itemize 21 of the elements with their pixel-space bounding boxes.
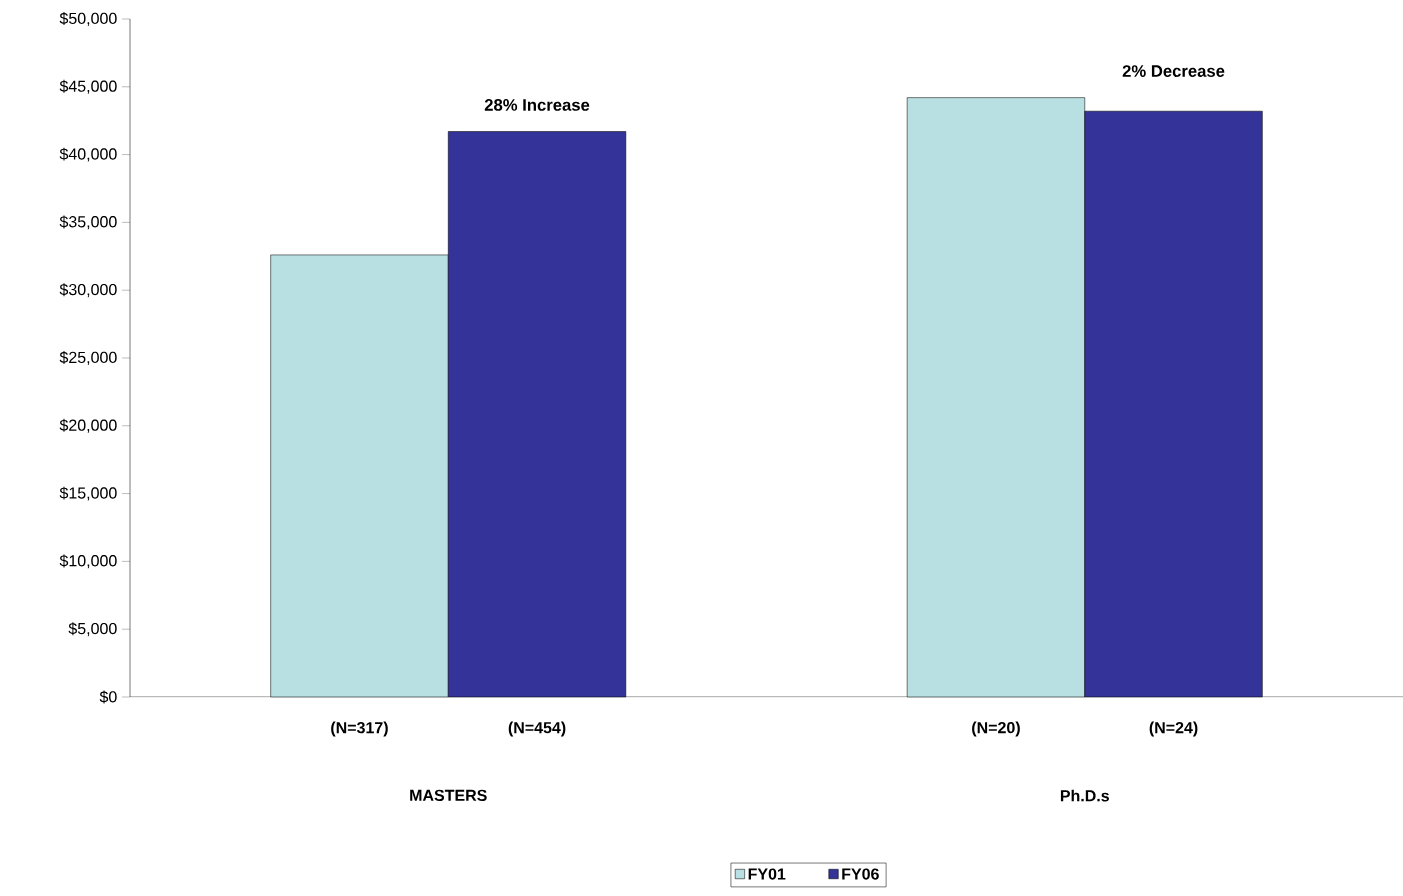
y-tick-label: $40,000 [59,147,117,162]
y-tick-label: $5,000 [68,622,117,637]
x-tick-label: Ph.D.s [1060,789,1109,802]
text: (N=24) [1149,721,1198,737]
text: (N=317) [331,721,388,737]
legend-label: FY06 [842,868,879,880]
legend-label: FY01 [748,868,786,880]
y-tick-label: $45,000 [59,79,117,94]
annotation: 2% Decrease [1122,65,1225,77]
y-tick-label: $0 [99,690,117,704]
y-tick-label: $10,000 [59,554,117,569]
y-tick-label: $30,000 [59,283,117,298]
y-tick-label: $35,000 [59,215,117,230]
text: (N=454) [508,721,566,737]
x-tick-label: MASTERS [410,789,487,802]
annotation: 28% Increase [484,99,590,111]
y-tick-label: $15,000 [59,486,117,501]
y-tick-label: $20,000 [59,418,117,433]
y-tick-label: $50,000 [59,12,117,26]
text: (N=20) [972,721,1020,737]
y-tick-label: $25,000 [59,351,117,365]
